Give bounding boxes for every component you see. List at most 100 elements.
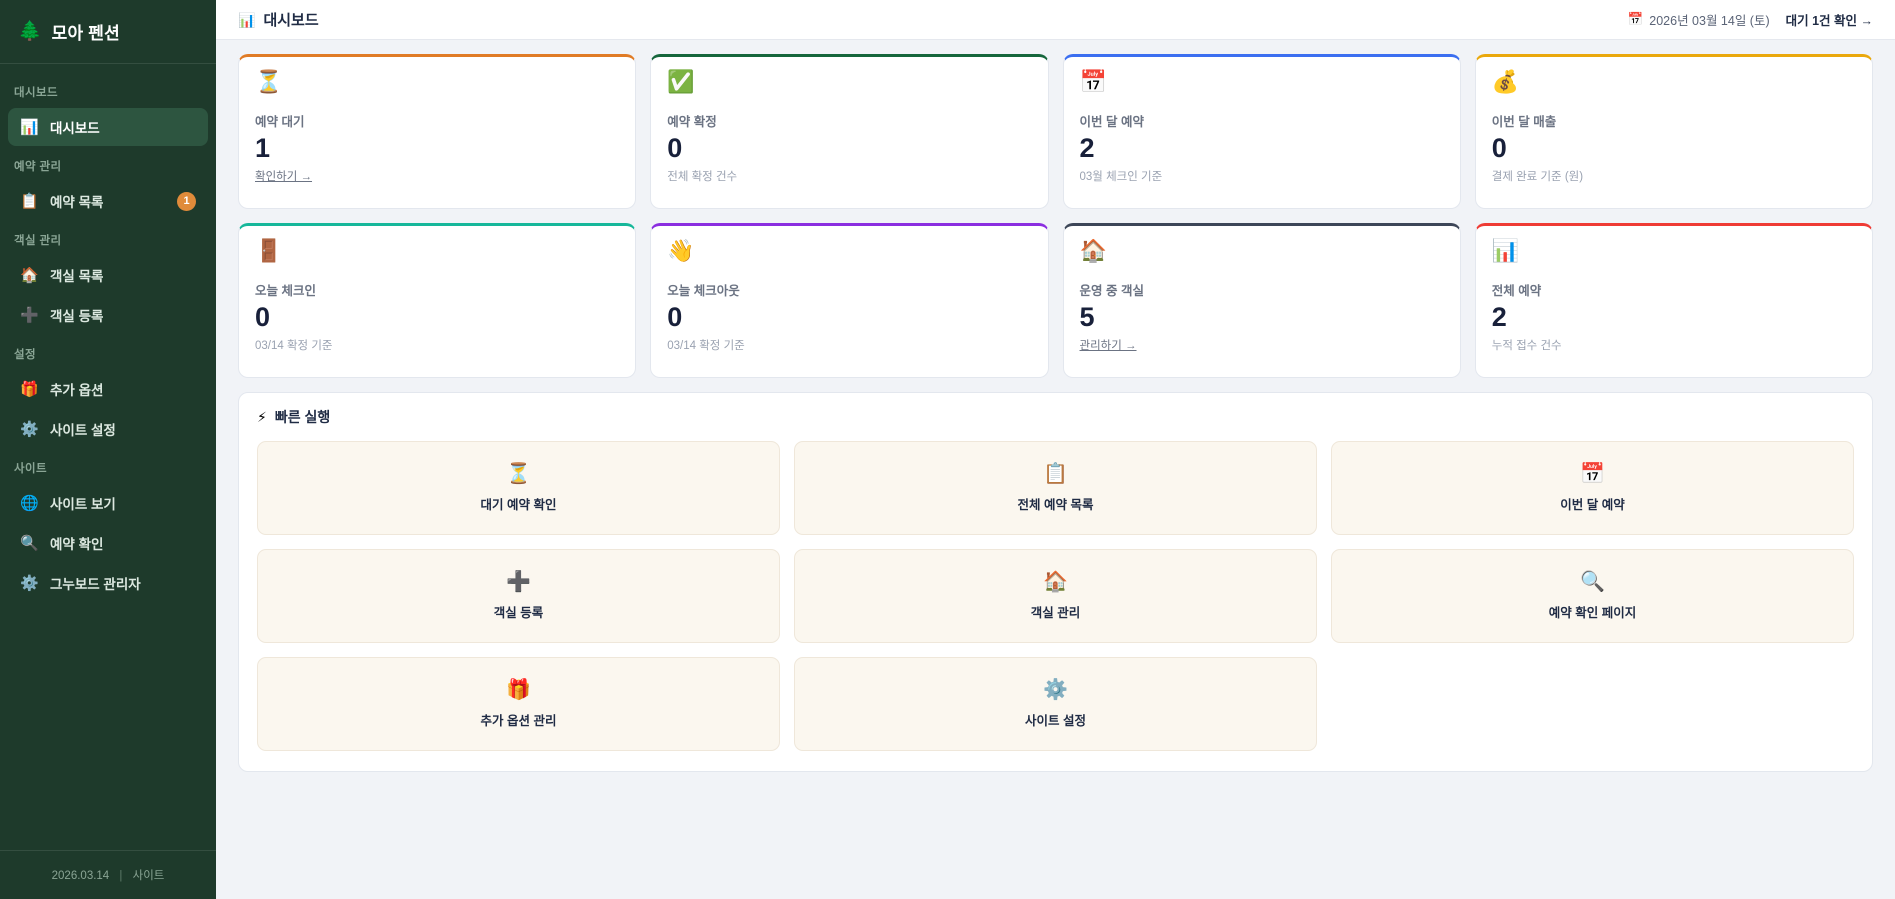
stat-card-label: 오늘 체크아웃 [667,284,740,298]
check-mark-icon: ✅ [667,69,695,94]
nav-section-title: 사이트 [14,463,47,475]
sidebar-item-label: 사이트 보기 [50,497,116,512]
stat-card-value: 0 [667,133,683,163]
stat-card-value: 2 [1079,133,1095,163]
quick-action-tile[interactable]: 🔍 예약 확인 페이지 [1331,549,1854,643]
gear-icon: ⚙️ [20,420,39,438]
sidebar-item-label: 객실 등록 [50,309,104,324]
sidebar-footer: 2026.03.14 | 사이트 [0,850,216,899]
quick-action-label: 객실 등록 [493,605,544,620]
stat-card-sub: 결제 완료 기준 (원) [1491,170,1584,183]
stat-card-sub: 03월 체크인 기준 [1079,170,1163,183]
quick-actions-title: 빠른 실행 [274,409,331,425]
sidebar-item-1-5[interactable]: 🌐 사이트 보기 [8,484,208,522]
waving-hand-icon: 👋 [667,238,695,263]
house-icon: 🏠 [1079,238,1107,263]
topbar-left: 📊 대시보드 [238,9,319,30]
footer-date: 2026.03.14 [51,870,110,882]
footer-separator: | [119,870,123,882]
stat-card-sub: 전체 확정 건수 [667,170,738,183]
sidebar-item-2-4[interactable]: ⚙️ 사이트 설정 [8,410,208,448]
stat-cards-grid: ⏳ 예약 대기 1 확인하기 → ✅ 예약 확정 0 전체 확정 건수 📅 이번 달 예약 2 03월… [238,54,1873,378]
sidebar-item-2-5[interactable]: 🔍 예약 확인 [8,524,208,562]
quick-action-tile[interactable]: ➕ 객실 등록 [257,549,780,643]
quick-action-tile[interactable]: ⚙️ 사이트 설정 [794,657,1317,751]
quick-action-tile[interactable]: 🎁 추가 옵션 관리 [257,657,780,751]
sidebar-item-2-3[interactable]: ➕ 객실 등록 [8,296,208,334]
sidebar-item-label: 사이트 설정 [50,423,116,438]
gear-icon: ⚙️ [20,574,39,592]
house-icon: 🏠 [20,266,39,284]
stat-card: 📅 이번 달 예약 2 03월 체크인 기준 [1062,54,1461,209]
nav-section-title: 대시보드 [14,87,58,99]
stat-card: 💰 이번 달 매출 0 결제 완료 기준 (원) [1474,54,1873,209]
stat-card-sub: 누적 접수 건수 [1491,339,1562,352]
hourglass-icon: ⏳ [255,69,283,94]
door-icon: 🚪 [255,238,283,263]
sidebar-item-label: 예약 목록 [50,195,104,210]
topbar: 📊 대시보드 📅 2026년 03월 14일 (토) 대기 1건 확인 → [216,0,1895,40]
quick-action-tile[interactable]: ⏳ 대기 예약 확인 [257,441,780,535]
magnifier-icon: 🔍 [20,534,39,552]
quick-action-tile[interactable]: 📅 이번 달 예약 [1331,441,1854,535]
footer-site-link[interactable]: 사이트 [132,870,165,882]
nav-section-title: 설정 [14,349,36,361]
sidebar-item-3-5[interactable]: ⚙️ 그누보드 관리자 [8,564,208,602]
nav-section-title: 객실 관리 [14,235,62,247]
stat-card-label: 전체 예약 [1491,284,1542,298]
house-icon: 🏠 [1043,570,1068,593]
stat-card-link[interactable]: 관리하기 → [1079,339,1137,352]
quick-action-label: 추가 옵션 관리 [480,713,557,728]
stat-card-value: 0 [1491,133,1507,163]
pending-confirm-link[interactable]: 대기 1건 확인 → [1785,14,1873,28]
quick-action-label: 객실 관리 [1030,605,1081,620]
nav-section-title: 예약 관리 [14,161,62,173]
stat-card-label: 이번 달 매출 [1491,115,1557,129]
stat-card: 🚪 오늘 체크인 0 03/14 확정 기준 [238,223,637,378]
lightning-icon: ⚡ [257,409,267,425]
brand-name: 모아 펜션 [51,24,120,43]
stat-card-value: 2 [1491,302,1507,332]
plus-icon: ➕ [20,306,39,324]
quick-action-label: 전체 예약 목록 [1017,497,1094,512]
stat-card-value: 5 [1079,302,1095,332]
gift-icon: 🎁 [506,678,531,701]
topbar-date-text: 2026년 03월 14일 (토) [1649,14,1770,28]
globe-icon: 🌐 [20,494,39,512]
clipboard-icon: 📋 [20,192,39,210]
magnifier-icon: 🔍 [1580,570,1605,593]
stat-card-sub: 03/14 확정 기준 [667,339,745,352]
stat-card-value: 0 [667,302,683,332]
quick-action-label: 사이트 설정 [1025,713,1086,728]
stat-card-value: 0 [255,302,271,332]
stat-card-link[interactable]: 확인하기 → [255,170,313,183]
sidebar-item-label: 객실 목록 [50,269,104,284]
sidebar-item-1-2[interactable]: 📋 예약 목록 1 [8,182,208,220]
quick-action-label: 이번 달 예약 [1560,497,1625,512]
sidebar-item-1-1[interactable]: 📊 대시보드 [8,108,208,146]
sidebar-item-badge: 1 [177,191,196,211]
gear-icon: ⚙️ [1043,678,1068,701]
quick-actions-grid: ⏳ 대기 예약 확인 📋 전체 예약 목록 📅 이번 달 예약 ➕ 객실 등록 🏠 객실 관리 🔍 예… [257,441,1854,751]
sidebar-item-1-3[interactable]: 🏠 객실 목록 [8,256,208,294]
plus-icon: ➕ [506,570,531,593]
page-title: 대시보드 [263,12,319,29]
dashboard-content: ⏳ 예약 대기 1 확인하기 → ✅ 예약 확정 0 전체 확정 건수 📅 이번 달 예약 2 03월… [216,40,1895,899]
stat-card-sub: 03/14 확정 기준 [255,339,333,352]
sidebar-item-1-4[interactable]: 🎁 추가 옵션 [8,370,208,408]
stat-card-label: 예약 확정 [667,115,717,129]
brand-header[interactable]: 🌲 모아 펜션 [0,0,216,64]
stat-card-label: 운영 중 객실 [1079,284,1144,298]
quick-action-tile[interactable]: 📋 전체 예약 목록 [794,441,1317,535]
sidebar-item-label: 예약 확인 [50,537,104,552]
quick-action-tile[interactable]: 🏠 객실 관리 [794,549,1317,643]
topbar-date: 📅 2026년 03월 14일 (토) [1628,10,1770,29]
topbar-right: 📅 2026년 03월 14일 (토) 대기 1건 확인 → [1628,10,1873,29]
stat-card: 👋 오늘 체크아웃 0 03/14 확정 기준 [650,223,1049,378]
stat-card-label: 예약 대기 [255,115,305,129]
hourglass-icon: ⏳ [506,462,531,485]
clipboard-icon: 📋 [1043,462,1068,485]
